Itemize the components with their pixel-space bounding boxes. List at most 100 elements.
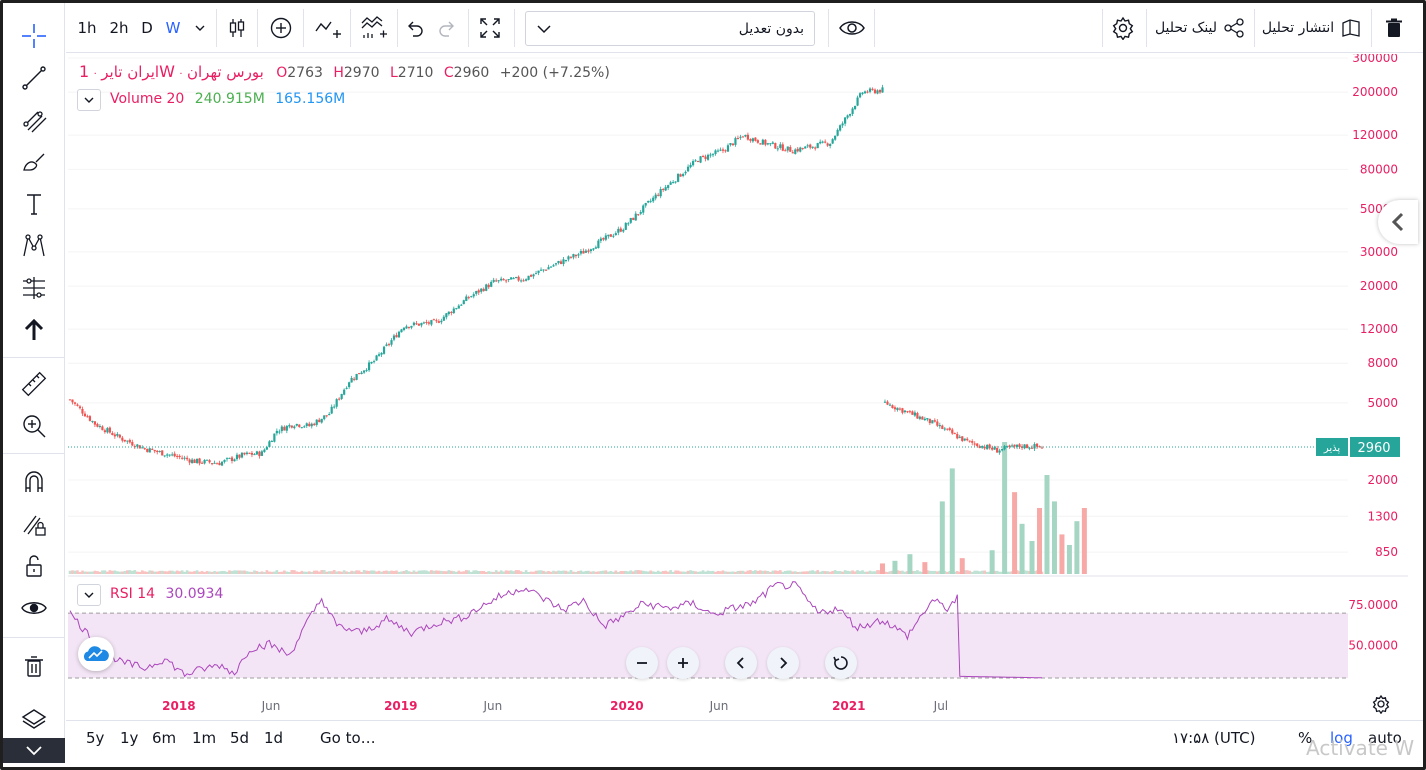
volume-bar [818, 571, 822, 574]
volume-bar [651, 571, 655, 574]
visibility-button[interactable] [832, 3, 872, 53]
interval-1h[interactable]: 1h [77, 19, 97, 37]
scroll-left-button[interactable] [725, 647, 757, 679]
trash-icon[interactable] [16, 649, 52, 683]
log-scale-toggle[interactable]: log [1330, 729, 1353, 747]
volume-bar [527, 571, 530, 574]
compare-button[interactable] [264, 3, 298, 53]
candle-body [328, 414, 331, 416]
zoom-in-button[interactable] [667, 647, 699, 679]
candle-body [235, 454, 239, 460]
volume-bar [779, 570, 782, 574]
time-axis[interactable]: 2018 Jun 2019 Jun 2020 Jun 2021 Jul [162, 699, 948, 713]
candle-body [602, 237, 605, 240]
candle-body [986, 444, 989, 450]
settings-button[interactable] [1106, 3, 1140, 53]
volume-bar [145, 571, 149, 574]
candle-body [450, 312, 453, 314]
lock-drawing-icon[interactable] [16, 507, 52, 541]
pattern-tool-icon[interactable] [16, 229, 52, 263]
interval-d[interactable]: D [141, 19, 153, 37]
zoom-out-button[interactable] [626, 647, 658, 679]
candle-body [677, 173, 680, 182]
collapse-toolbar-button[interactable] [3, 738, 65, 763]
candle-body [382, 346, 386, 354]
fib-tool-icon[interactable] [16, 103, 52, 137]
crosshair-icon[interactable] [16, 19, 52, 53]
candle-body [407, 326, 411, 328]
interval-dropdown[interactable] [190, 3, 210, 53]
volume-legend: Volume 20 240.915M 165.156M [110, 91, 345, 107]
publish-analysis-button[interactable]: انتشار تحلیل [1258, 3, 1366, 53]
trend-line-icon[interactable] [16, 61, 52, 95]
volume-bar [861, 570, 864, 574]
range-1y[interactable]: 1y [120, 729, 139, 747]
zoom-in-icon[interactable] [16, 409, 52, 443]
range-6m[interactable]: 6m [152, 729, 177, 747]
candle-body [831, 139, 834, 144]
unlock-icon[interactable] [16, 549, 52, 583]
range-1d[interactable]: 1d [264, 729, 284, 747]
grid [68, 57, 1348, 553]
volume-bar [699, 571, 702, 574]
range-5y[interactable]: 5y [86, 729, 105, 747]
candle-body [73, 402, 77, 404]
candle-body [470, 296, 473, 298]
auto-scale-toggle[interactable]: auto [1368, 729, 1402, 747]
symbol-interval: 1W [79, 62, 175, 81]
candle-body [848, 113, 852, 116]
volume-bar [377, 570, 381, 574]
volume-bar [691, 570, 695, 574]
volume-bar [307, 571, 311, 574]
templates-button[interactable] [356, 3, 392, 53]
candle-body [871, 88, 874, 90]
candle-body [412, 322, 416, 326]
toolbar-divider [350, 9, 351, 47]
volume-bar [432, 570, 436, 574]
volume-bar [380, 571, 383, 574]
volume-legend-toggle[interactable] [77, 89, 101, 111]
forecast-tool-icon[interactable] [16, 271, 52, 305]
interval-w[interactable]: W [165, 19, 181, 37]
brand-logo[interactable] [78, 637, 114, 671]
interval-2h[interactable]: 2h [109, 19, 129, 37]
axis-settings-button[interactable] [1371, 694, 1391, 718]
candle-body [1028, 447, 1031, 449]
volume-bar [106, 571, 109, 574]
volume-bar [302, 571, 306, 574]
goto-date-button[interactable]: Go to… [320, 729, 376, 747]
volume-bar [467, 570, 471, 574]
delete-chart-button[interactable] [1376, 3, 1412, 53]
fullscreen-button[interactable] [474, 3, 506, 53]
layers-icon[interactable] [16, 703, 52, 737]
volume-bar [808, 570, 812, 574]
arrow-up-icon[interactable] [16, 313, 52, 347]
range-1m[interactable]: 1m [192, 729, 217, 747]
volume-bar [744, 571, 747, 574]
scroll-right-button[interactable] [767, 647, 799, 679]
candle-body [176, 455, 179, 457]
toolbar-divider [257, 9, 258, 47]
brush-icon[interactable] [16, 145, 52, 179]
rsi-axis[interactable]: 75.0000 50.0000 [1348, 598, 1398, 652]
reset-chart-button[interactable] [825, 647, 857, 679]
chart-canvas[interactable]: 3000002000001200008000050000300002000012… [66, 54, 1423, 720]
undo-button[interactable] [400, 3, 430, 53]
redo-button[interactable] [432, 3, 462, 53]
rsi-legend-toggle[interactable] [77, 584, 101, 606]
magnet-icon[interactable] [16, 465, 52, 499]
candle-body [330, 406, 333, 414]
chart-type-button[interactable] [222, 3, 252, 53]
range-5d[interactable]: 5d [230, 729, 250, 747]
text-tool-icon[interactable] [16, 187, 52, 221]
indicators-button[interactable] [310, 3, 346, 53]
ruler-icon[interactable] [16, 367, 52, 401]
share-analysis-button[interactable]: لینک تحلیل [1150, 3, 1250, 53]
volume-bar [629, 570, 633, 574]
adjustment-select[interactable]: بدون تعدیل [525, 11, 815, 46]
eye-icon[interactable] [16, 591, 52, 625]
percent-scale-toggle[interactable]: % [1298, 729, 1313, 747]
volume-bar [564, 570, 568, 574]
price-axis[interactable]: 3000002000001200008000050000300002000012… [1352, 54, 1398, 559]
expand-panel-button[interactable] [1378, 200, 1418, 244]
